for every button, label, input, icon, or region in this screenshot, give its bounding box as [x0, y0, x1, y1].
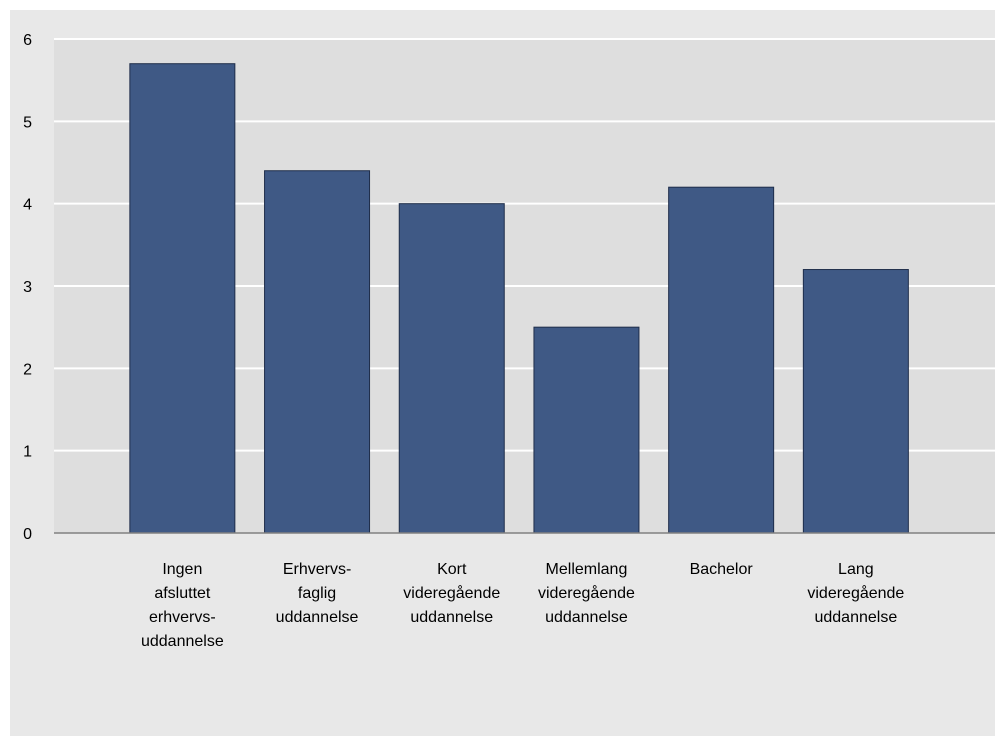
bar	[264, 170, 371, 534]
y-tick-label: 0	[23, 526, 32, 543]
bar	[398, 203, 505, 534]
y-tick-label: 4	[23, 197, 32, 214]
bar	[533, 326, 640, 534]
chart-frame: 0 1 2 3 4 5 6 Ingen afsluttet erhvervs- uddann…	[10, 10, 995, 736]
x-axis-category-label: Ingen afsluttet erhvervs- uddannelse	[140, 561, 224, 650]
x-axis-category-label: Lang videregående uddannelse	[807, 561, 905, 626]
x-axis-category-label: Bachelor	[689, 561, 753, 578]
y-tick-label: 3	[23, 279, 32, 296]
bar	[802, 269, 909, 534]
y-tick-label: 1	[23, 444, 32, 461]
x-axis-category-label: Mellemlang videregående uddannelse	[537, 561, 635, 626]
bar	[668, 186, 775, 534]
y-tick-label: 6	[23, 32, 32, 49]
x-axis-category-label: Erhvervs- faglig uddannelse	[275, 561, 359, 626]
x-axis-category-label: Kort videregående uddannelse	[403, 561, 501, 626]
bar-chart: 0 1 2 3 4 5 6	[23, 32, 995, 543]
y-tick-label: 2	[23, 361, 32, 378]
y-tick-label: 5	[23, 114, 32, 131]
bar	[129, 63, 236, 534]
